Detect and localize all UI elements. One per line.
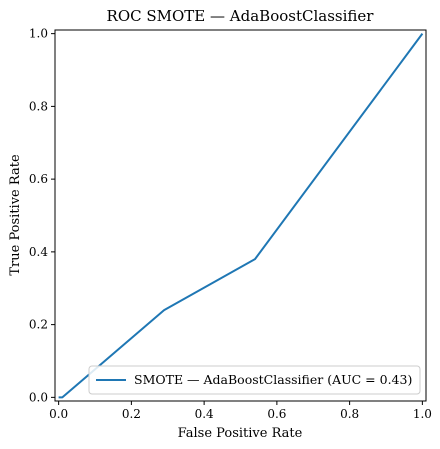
legend-box <box>88 365 421 395</box>
x-tick-label: 0.0 <box>49 407 68 421</box>
y-tick-label: 0.0 <box>29 390 48 404</box>
y-tick-label: 0.8 <box>29 99 48 113</box>
y-tick-label: 1.0 <box>29 27 48 41</box>
legend: SMOTE — AdaBoostClassifier (AUC = 0.43) <box>88 365 421 395</box>
chart-title: ROC SMOTE — AdaBoostClassifier <box>107 7 375 25</box>
x-tick-label: 1.0 <box>413 407 432 421</box>
series-layer <box>58 33 424 399</box>
x-tick-label: 0.8 <box>340 407 359 421</box>
legend-label: SMOTE — AdaBoostClassifier (AUC = 0.43) <box>134 372 412 387</box>
ticks-layer: 0.0 0.2 0.4 0.6 0.8 1.0 0.0 0.2 0.4 0.6 0.8 1.0 <box>29 27 432 421</box>
x-tick-label: 0.2 <box>122 407 141 421</box>
x-tick-label: 0.6 <box>267 407 286 421</box>
x-axis-label: False Positive Rate <box>178 426 303 441</box>
axes-frame <box>54 29 427 402</box>
roc-curve-line <box>58 33 424 399</box>
y-tick-label: 0.4 <box>29 245 48 259</box>
x-tick-label: 0.4 <box>195 407 214 421</box>
y-tick-label: 0.2 <box>29 318 48 332</box>
y-axis-label: True Positive Rate <box>8 154 23 276</box>
y-tick-label: 0.6 <box>29 172 48 186</box>
